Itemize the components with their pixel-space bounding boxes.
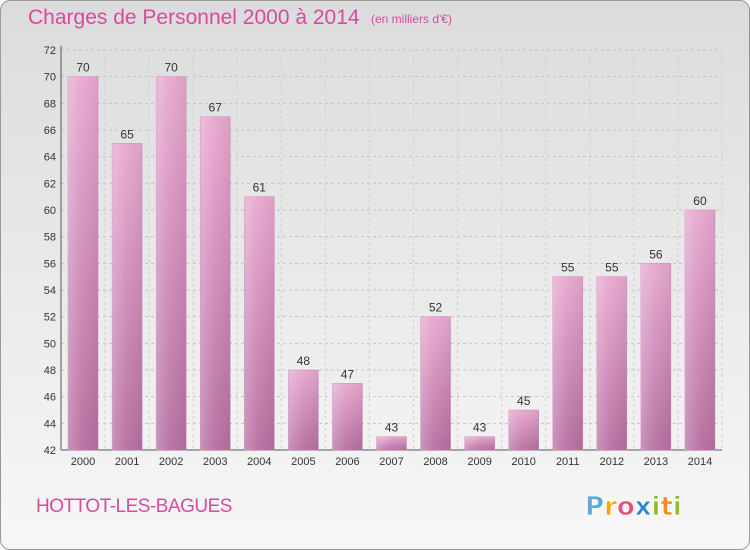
data-label: 47 [341,367,355,381]
bar-shine [112,143,143,451]
y-tick-label: 60 [44,205,56,217]
bar-shine [288,370,319,450]
data-label: 55 [561,261,575,275]
y-tick-label: 64 [44,152,56,164]
chart-title: Charges de Personnel 2000 à 2014 [28,6,360,29]
y-tick-label: 58 [44,232,56,244]
bars [67,76,716,451]
x-tick-label: 2012 [600,456,624,468]
x-tick-label: 2002 [159,456,183,468]
x-tick-label: 2006 [335,456,359,468]
x-tick-label: 2013 [644,456,668,468]
data-label: 43 [385,421,399,435]
y-tick-label: 70 [44,72,56,84]
data-label: 56 [649,247,663,261]
y-tick-label: 44 [44,418,56,430]
data-label: 61 [253,181,267,195]
commune-name: HOTTOT-LES-BAGUES [36,496,232,517]
bar-shine [684,210,715,450]
chart-subtitle: (en milliers d'€) [371,12,452,26]
y-tick-label: 48 [44,365,56,377]
x-tick-label: 2007 [379,456,403,468]
y-tick-label: 52 [44,312,56,324]
bar-shine [68,76,99,451]
x-tick-label: 2001 [115,456,139,468]
data-label: 43 [473,421,487,435]
y-tick-label: 68 [44,98,56,110]
x-tick-label: 2003 [203,456,227,468]
bar-shine [332,383,363,450]
bar-shine [508,410,539,450]
bar-shine [156,76,187,451]
x-tick-label: 2009 [467,456,491,468]
data-label: 70 [164,61,178,75]
y-tick-label: 54 [44,285,56,297]
bar-shine [420,316,451,450]
data-labels: 70 65 70 67 61 48 47 43 52 43 45 55 55 56 60 [76,61,707,435]
x-tick-label: 2004 [247,456,271,468]
bar-shine [244,196,275,450]
bar-shine [376,436,407,450]
x-tick-label: 2011 [556,456,580,468]
data-label: 60 [693,194,707,208]
x-tick-label: 2000 [71,456,95,468]
bar-shine [464,436,495,450]
x-tick-labels: 2000 2001 2002 2003 2004 2005 2006 2007 2008 2009… [71,456,712,468]
y-tick-label: 66 [44,125,56,137]
x-tick-label: 2008 [423,456,447,468]
data-label: 52 [429,301,443,315]
data-label: 65 [120,127,134,141]
y-tick-label: 72 [44,45,56,57]
y-tick-labels: 42 44 46 48 50 52 54 56 58 60 62 64 66 68 70 72 [44,45,56,457]
x-tick-label: 2005 [291,456,315,468]
bar-shine [596,276,627,450]
bar-shine [640,263,671,450]
y-tick-label: 42 [44,445,56,457]
data-label: 70 [76,61,90,75]
y-tick-label: 62 [44,178,56,190]
data-label: 48 [297,354,311,368]
data-label: 67 [209,101,223,115]
svg-text:Proxiti: Proxiti [585,492,682,522]
data-label: 45 [517,394,531,408]
x-tick-label: 2010 [511,456,535,468]
y-tick-label: 46 [44,392,56,404]
x-tick-label: 2014 [688,456,712,468]
y-tick-label: 56 [44,258,56,270]
y-tick-label: 50 [44,338,56,350]
bar-shine [200,116,231,451]
proxiti-logo: Proxiti [585,492,683,523]
bar-shine [552,276,583,450]
data-label: 55 [605,261,619,275]
